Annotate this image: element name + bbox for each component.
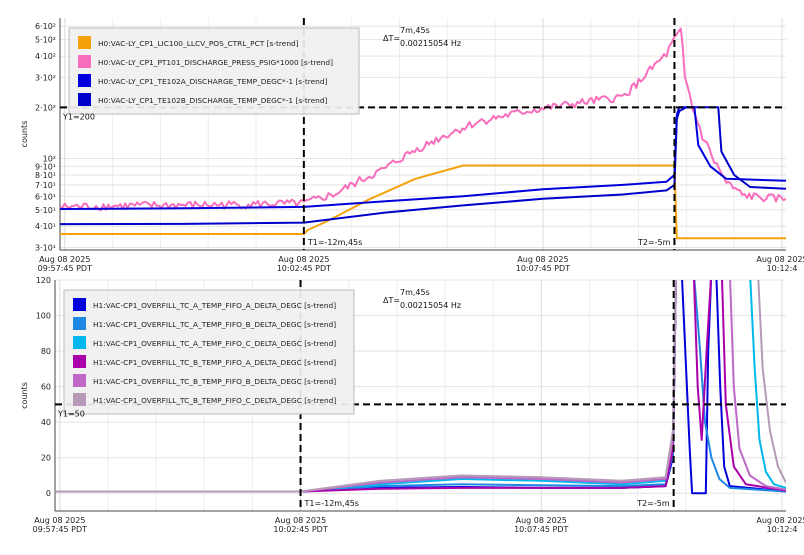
chart2-delta-frequency: 0.00215054 Hz xyxy=(400,301,461,310)
chart1-legend-swatch-1 xyxy=(78,36,91,49)
chart1-legend-label-4: H0:VAC-LY_CP1_TE102B_DISCHARGE_TEMP_DEGC… xyxy=(98,96,328,105)
chart1-x-tick-time: 10:02:45 PDT xyxy=(277,264,331,273)
chart1-cursor-t2-label: T2=-5m xyxy=(637,238,671,247)
chart1-x-tick-date: Aug 08 2025 xyxy=(756,255,804,264)
chart2-x-tick-time: 10:07:45 PDT xyxy=(514,525,568,534)
chart1-x-tick-time: 10:07:45 PDT xyxy=(516,264,570,273)
chart2-legend-swatch-4 xyxy=(73,355,86,368)
chart1-y-tick-label: 3·10² xyxy=(35,73,56,82)
chart2-y-tick-label: 80 xyxy=(41,347,51,356)
chart1-legend-label-3: H0:VAC-LY_CP1_TE102A_DISCHARGE_TEMP_DEGC… xyxy=(98,77,328,86)
chart2-legend-swatch-3 xyxy=(73,336,86,349)
chart2-legend-label-5: H1:VAC-CP1_OVERFILL_TC_B_TEMP_FIFO_B_DEL… xyxy=(93,377,336,386)
chart2-y-tick-label: 60 xyxy=(41,383,51,392)
chart2-delta-t-value: 7m,45s xyxy=(400,288,430,297)
chart2-legend-label-3: H1:VAC-CP1_OVERFILL_TC_A_TEMP_FIFO_C_DEL… xyxy=(93,339,336,348)
chart1-y-tick-label: 5·10¹ xyxy=(35,206,56,215)
chart2-legend-swatch-5 xyxy=(73,374,86,387)
chart2-x-tick-date: Aug 08 2025 xyxy=(756,516,804,525)
chart1-delta-frequency: 0.00215054 Hz xyxy=(400,39,461,48)
chart1-y-tick-label: 3·10¹ xyxy=(35,243,56,252)
chart2-legend-swatch-2 xyxy=(73,317,86,330)
chart1-y-tick-label: 5·10² xyxy=(35,36,56,45)
chart1-series-line-3 xyxy=(60,106,786,210)
chart2-legend-swatch-1 xyxy=(73,298,86,311)
chart2-cursor-t1-label: T1=-12m,45s xyxy=(304,499,359,508)
chart1-y-tick-label: 6·10² xyxy=(35,22,56,31)
chart2-x-tick-time: 10:02:45 PDT xyxy=(273,525,327,534)
chart2-y-axis-label: counts xyxy=(20,382,29,409)
chart2-legend-swatch-6 xyxy=(73,393,86,406)
chart1-x-tick-date: Aug 08 2025 xyxy=(517,255,568,264)
chart2-cursor-t2-label: T2=-5m xyxy=(636,499,670,508)
chart1-y-axis-label: counts xyxy=(20,121,29,148)
chart2-legend-label-2: H1:VAC-CP1_OVERFILL_TC_A_TEMP_FIFO_B_DEL… xyxy=(93,320,336,329)
chart1-legend-label-2: H0:VAC-LY_CP1_PT101_DISCHARGE_PRESS_PSIG… xyxy=(98,58,333,67)
chart1-cursor-t1-label: T1=-12m,45s xyxy=(307,238,362,247)
chart1-y-tick-label: 6·10¹ xyxy=(35,192,56,201)
chart1-x-tick-time: 10:12:4 xyxy=(767,264,798,273)
chart2-legend-label-6: H1:VAC-CP1_OVERFILL_TC_B_TEMP_FIFO_C_DEL… xyxy=(93,396,336,405)
chart2-legend xyxy=(63,289,355,415)
chart1-cursor-y1-label: Y1=200 xyxy=(62,112,95,121)
chart1-y-tick-label: 4·10² xyxy=(35,52,56,61)
chart1-y-tick-label: 10² xyxy=(43,155,56,164)
chart1-y-tick-label: 2·10² xyxy=(35,103,56,112)
chart2-series-line-6 xyxy=(55,280,786,493)
chart1-legend-swatch-3 xyxy=(78,74,91,87)
chart2-y-tick-label: 0 xyxy=(46,489,51,498)
chart2-x-tick-date: Aug 08 2025 xyxy=(275,516,326,525)
chart1-y-tick-label: 8·10¹ xyxy=(35,171,56,180)
chart1-y-tick-label: 9·10¹ xyxy=(35,162,56,171)
chart1-x-tick-time: 09:57:45 PDT xyxy=(38,264,92,273)
chart1-legend-label-1: H0:VAC-LY_CP1_LIC100_LLCV_POS_CTRL_PCT [… xyxy=(98,39,299,48)
chart2-series-line-4 xyxy=(55,280,786,493)
chart2-legend-label-4: H1:VAC-CP1_OVERFILL_TC_B_TEMP_FIFO_A_DEL… xyxy=(93,358,336,367)
chart1-legend-swatch-4 xyxy=(78,93,91,106)
chart2-x-tick-date: Aug 08 2025 xyxy=(34,516,85,525)
chart2-cursor-y1-label: Y1=50 xyxy=(57,409,85,418)
chart2-x-tick-time: 10:12:4 xyxy=(767,525,798,534)
chart2-y-tick-label: 120 xyxy=(36,276,51,285)
chart2-x-tick-time: 09:57:45 PDT xyxy=(33,525,87,534)
chart1-y-tick-label: 4·10¹ xyxy=(35,222,56,231)
chart2-y-tick-label: 20 xyxy=(41,454,51,463)
chart1-delta-t-value: 7m,45s xyxy=(400,26,430,35)
chart2-legend-label-1: H1:VAC-CP1_OVERFILL_TC_A_TEMP_FIFO_A_DEL… xyxy=(93,301,336,310)
chart1-legend xyxy=(68,27,360,115)
chart1-x-tick-date: Aug 08 2025 xyxy=(278,255,329,264)
chart1-series-line-2 xyxy=(60,27,786,212)
chart2-x-tick-date: Aug 08 2025 xyxy=(516,516,567,525)
chart2-y-tick-label: 100 xyxy=(36,312,51,321)
chart2-y-tick-label: 40 xyxy=(41,418,51,427)
chart1-y-tick-label: 7·10¹ xyxy=(35,181,56,190)
chart1-legend-swatch-2 xyxy=(78,55,91,68)
chart2-delta-t-label: ΔT= xyxy=(383,296,400,305)
chart1-x-tick-date: Aug 08 2025 xyxy=(39,255,90,264)
chart1-delta-t-label: ΔT= xyxy=(383,34,400,43)
